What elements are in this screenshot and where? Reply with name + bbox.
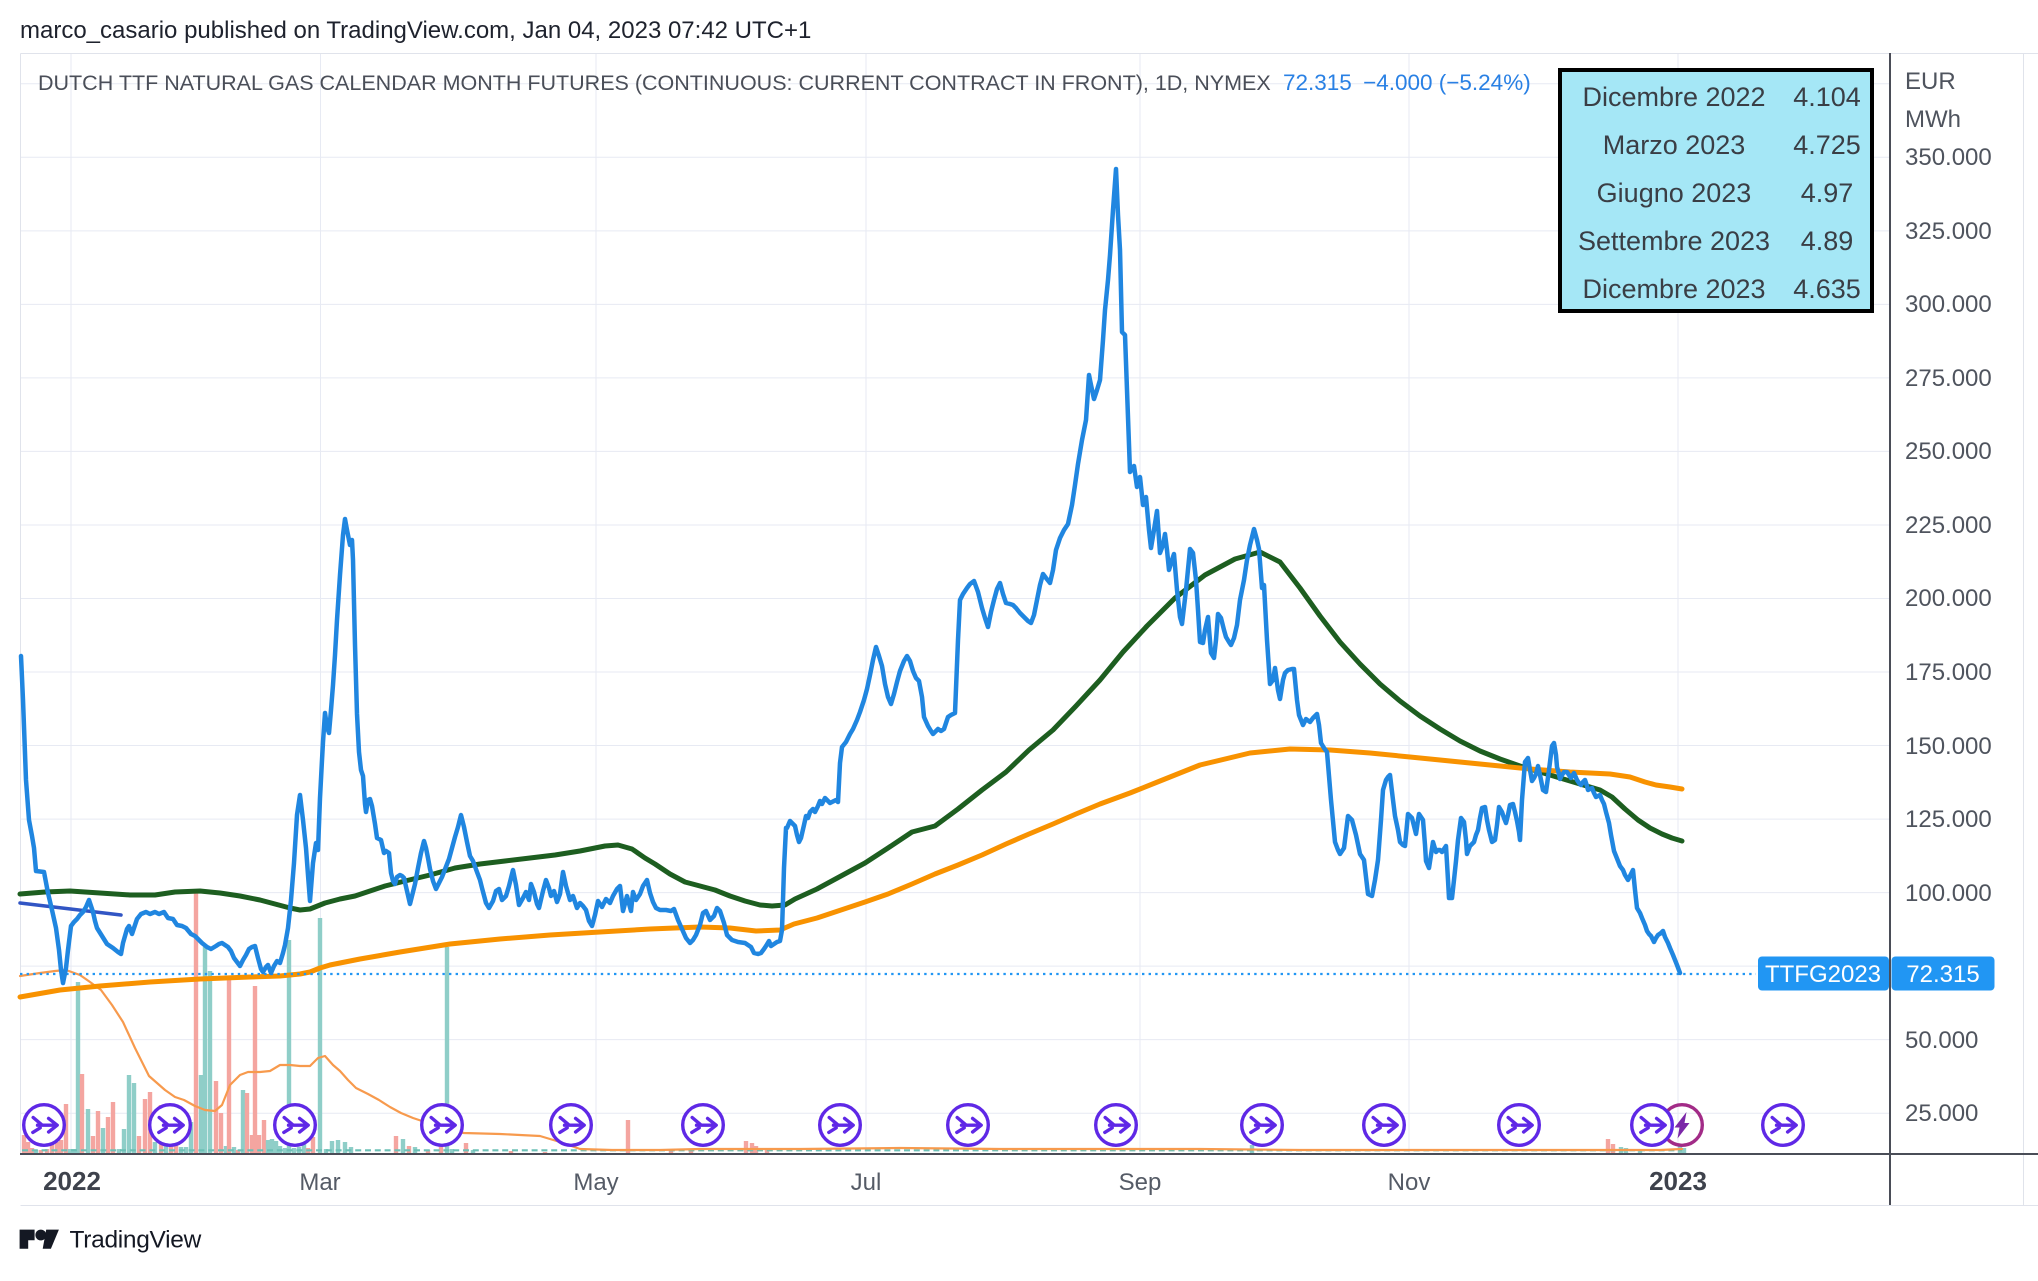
svg-text:72.315: 72.315 (1906, 961, 1979, 988)
svg-text:Settembre 2023: Settembre 2023 (1578, 226, 1770, 256)
svg-text:marco_casario published on Tra: marco_casario published on TradingView.c… (20, 17, 811, 44)
svg-text:Giugno 2023: Giugno 2023 (1597, 178, 1752, 208)
svg-text:4.725: 4.725 (1793, 130, 1861, 160)
svg-text:25.000: 25.000 (1905, 1100, 1978, 1127)
svg-text:200.000: 200.000 (1905, 585, 1992, 612)
svg-text:Dicembre 2022: Dicembre 2022 (1582, 82, 1765, 112)
svg-text:300.000: 300.000 (1905, 291, 1992, 318)
svg-text:125.000: 125.000 (1905, 806, 1992, 833)
svg-text:DUTCH TTF NATURAL GAS CALENDAR: DUTCH TTF NATURAL GAS CALENDAR MONTH FUT… (38, 71, 1271, 95)
svg-text:275.000: 275.000 (1905, 365, 1992, 392)
svg-text:Dicembre 2023: Dicembre 2023 (1582, 274, 1765, 304)
svg-text:MWh: MWh (1905, 106, 1961, 133)
svg-text:TTFG2023: TTFG2023 (1765, 961, 1881, 988)
svg-text:50.000: 50.000 (1905, 1027, 1978, 1054)
svg-text:4.97: 4.97 (1801, 178, 1854, 208)
svg-text:TradingView: TradingView (70, 1227, 202, 1254)
svg-text:Sep: Sep (1119, 1169, 1162, 1196)
svg-text:350.000: 350.000 (1905, 144, 1992, 171)
svg-text:2022: 2022 (43, 1166, 101, 1196)
svg-text:225.000: 225.000 (1905, 512, 1992, 539)
svg-text:Jul: Jul (851, 1169, 882, 1196)
svg-text:150.000: 150.000 (1905, 733, 1992, 760)
svg-text:EUR: EUR (1905, 68, 1956, 95)
svg-text:100.000: 100.000 (1905, 880, 1992, 907)
svg-text:May: May (573, 1169, 618, 1196)
svg-text:4.89: 4.89 (1801, 226, 1854, 256)
svg-text:Nov: Nov (1388, 1169, 1431, 1196)
svg-text:2023: 2023 (1649, 1166, 1707, 1196)
svg-text:Marzo 2023: Marzo 2023 (1603, 130, 1746, 160)
svg-text:325.000: 325.000 (1905, 218, 1992, 245)
svg-text:250.000: 250.000 (1905, 438, 1992, 465)
svg-text:72.315 −4.000 (−5.24%): 72.315 −4.000 (−5.24%) (1283, 70, 1531, 95)
svg-text:175.000: 175.000 (1905, 659, 1992, 686)
svg-text:4.104: 4.104 (1793, 82, 1861, 112)
svg-text:Mar: Mar (299, 1169, 340, 1196)
svg-text:4.635: 4.635 (1793, 274, 1861, 304)
